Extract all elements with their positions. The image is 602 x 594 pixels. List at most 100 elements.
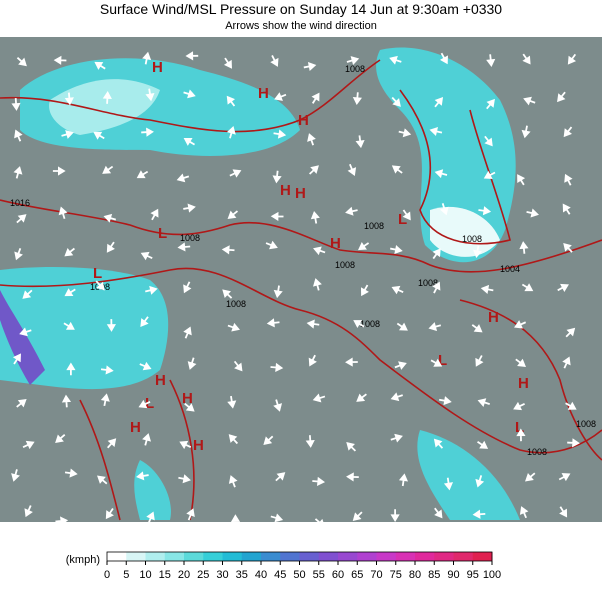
wind-arrow [145,88,155,102]
wind-arrow [390,392,403,402]
wind-arrow [346,442,357,452]
wind-arrow [53,55,67,65]
pressure-center: L [145,395,154,412]
wind-arrow [312,278,322,291]
wind-arrow [515,358,526,367]
wind-arrow [558,473,571,482]
wind-arrow [97,475,108,485]
colorbar-tick-label: 95 [467,569,479,581]
wind-arrow [183,203,196,213]
wind-arrow [477,398,490,407]
wind-arrow [227,322,240,332]
colorbar-segment [299,552,320,561]
isobar [0,59,381,133]
wind-arrow [24,505,33,518]
wind-arrow [352,511,363,521]
wind-arrow [433,438,444,449]
wind-arrow [186,508,195,521]
colorbar: (kmph) 0 5 10 15 20 25 30 35 40 45 50 55 60 65 70 75 80 8… [66,551,501,581]
wind-arrow [475,355,484,367]
wind-arrow [223,57,232,69]
wind-arrow [222,289,233,299]
colorbar-segment [241,552,262,561]
wind-arrow [22,289,33,299]
wind-arrow [230,514,241,528]
wind-arrow [229,169,242,178]
wind-arrow [484,135,493,147]
colorbar-tick-label: 90 [447,569,459,581]
wind-arrow [187,357,197,370]
colorbar-tick-label: 5 [123,569,129,581]
wind-arrow [140,251,153,261]
isobar-label: 1008 [462,234,482,244]
colorbar-segment [203,552,223,561]
wind-arrow [472,509,486,519]
wind-arrow [471,324,483,333]
wind-arrow [429,127,443,136]
wind-arrow [139,361,152,371]
wind-arrow [346,472,359,482]
isobar-label: 1008 [226,299,246,309]
wind-arrow [526,208,539,218]
wind-arrow [142,433,152,446]
colorbar-segment [107,552,127,561]
wind-arrow [486,98,495,110]
isobar-label: 1008 [527,447,547,457]
wind-arrow [394,361,407,370]
colorbar-segment [164,552,185,561]
wind-arrow [439,203,449,216]
colorbar-tick-label: 20 [178,569,190,581]
wind-arrow [61,130,74,139]
wind-arrow [183,89,196,99]
wind-arrow [311,92,320,104]
wind-arrow [346,56,360,65]
colorbar-tick-label: 100 [483,569,501,581]
wind-arrow [138,399,151,409]
wind-arrow [55,433,66,444]
wind-arrow [563,242,573,253]
wind-arrow [14,129,23,142]
wind-arrow [391,96,401,107]
wind-arrow [141,127,154,137]
wind-arrow [352,92,362,106]
wind-arrow [272,170,282,184]
colorbar-segment [376,552,397,561]
wind-arrow [398,473,409,487]
wind-arrow [146,511,155,524]
wind-arrow [477,440,489,449]
colorbar-segment [395,552,416,561]
wind-arrow [270,211,284,222]
colorbar-tick-label: 80 [409,569,421,581]
colorbar-tick-label: 45 [274,569,286,581]
wind-arrow [179,440,192,450]
pressure-center: H [280,182,291,199]
wind-arrow [63,321,75,330]
colorbar-segment [184,552,204,561]
colorbar-unit: (kmph) [66,554,100,566]
wind-arrow [475,475,485,488]
colorbar-segment [280,552,300,561]
colorbar-segment [357,552,377,561]
wind-arrow [263,435,274,446]
wind-arrow [275,472,286,482]
wind-arrow [307,133,316,146]
wind-arrow [266,318,280,328]
colorbar-segment [415,552,435,561]
colorbar-tick-label: 55 [313,569,325,581]
wind-arrow [432,248,441,260]
wind-arrow [64,468,78,478]
wind-arrow [519,506,529,519]
wind-arrow [140,316,149,327]
wind-arrow [428,322,442,332]
pressure-center: H [330,235,341,252]
pressure-center: H [182,390,193,407]
colorbar-tick-label: 50 [293,569,305,581]
wind-arrow [11,469,20,482]
wind-arrow [66,362,76,376]
isobar [0,267,602,454]
wind-arrow [150,208,159,221]
wind-arrow [562,203,571,215]
wind-arrow [432,281,441,294]
colorbar-tick-label: 40 [255,569,267,581]
